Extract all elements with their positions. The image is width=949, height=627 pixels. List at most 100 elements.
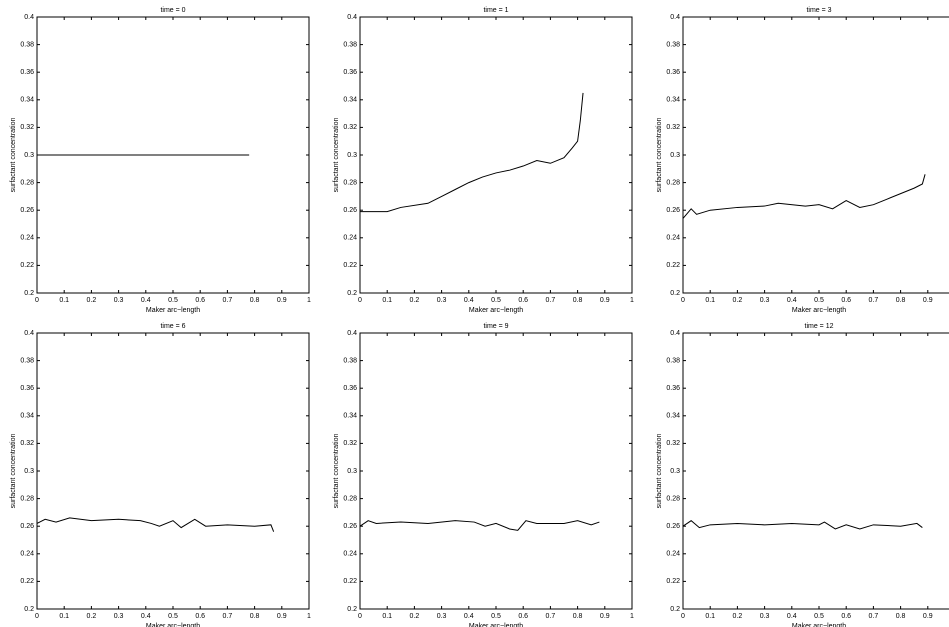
axes-box — [360, 333, 632, 609]
y-tick-label: 0.36 — [666, 69, 680, 76]
x-tick-label: 0.9 — [277, 297, 287, 304]
y-tick-label: 0.4 — [347, 330, 357, 337]
x-axis-label: Maker arc−length — [146, 623, 200, 627]
y-tick-label: 0.4 — [670, 330, 680, 337]
x-tick-label: 0.2 — [87, 297, 97, 304]
x-tick-label: 0.1 — [382, 297, 392, 304]
y-axis-label: surfactant concentration — [10, 118, 17, 193]
x-tick-label: 0.4 — [787, 613, 797, 620]
y-tick-label: 0.4 — [670, 14, 680, 21]
x-tick-label: 0.8 — [250, 613, 260, 620]
y-tick-label: 0.38 — [666, 357, 680, 364]
y-tick-label: 0.22 — [343, 262, 357, 269]
data-line — [360, 521, 599, 531]
x-tick-label: 0.1 — [705, 613, 715, 620]
y-tick-label: 0.32 — [666, 124, 680, 131]
x-tick-label: 1 — [630, 613, 634, 620]
y-tick-label: 0.28 — [343, 179, 357, 186]
x-tick-label: 0 — [358, 297, 362, 304]
y-tick-label: 0.4 — [347, 14, 357, 21]
x-tick-label: 0.3 — [437, 297, 447, 304]
y-tick-label: 0.36 — [20, 385, 34, 392]
y-tick-label: 0.26 — [343, 207, 357, 214]
x-tick-label: 0.2 — [410, 613, 420, 620]
axes-box — [683, 17, 949, 293]
y-tick-label: 0.2 — [347, 606, 357, 613]
y-axis-label: surfactant concentration — [656, 118, 663, 193]
axes-box — [360, 17, 632, 293]
panel-title: time = 9 — [483, 323, 508, 330]
axes-box — [683, 333, 949, 609]
x-tick-label: 0.6 — [841, 613, 851, 620]
y-tick-label: 0.24 — [20, 235, 34, 242]
x-axis-label: Maker arc−length — [792, 623, 846, 627]
x-tick-label: 0 — [358, 613, 362, 620]
x-tick-label: 0.9 — [923, 613, 933, 620]
x-tick-label: 1 — [630, 297, 634, 304]
x-tick-label: 0.3 — [114, 297, 124, 304]
x-tick-label: 0.5 — [168, 297, 178, 304]
x-tick-label: 0.1 — [382, 613, 392, 620]
x-tick-label: 0.4 — [787, 297, 797, 304]
y-tick-label: 0.38 — [20, 41, 34, 48]
y-tick-label: 0.28 — [20, 179, 34, 186]
y-tick-label: 0.32 — [20, 440, 34, 447]
x-tick-label: 0.9 — [277, 613, 287, 620]
x-tick-label: 0.5 — [814, 297, 824, 304]
x-tick-label: 0.8 — [573, 613, 583, 620]
x-tick-label: 0.4 — [141, 297, 151, 304]
page: time = 0Maker arc−lengthsurfactant conce… — [0, 0, 949, 627]
y-tick-label: 0.28 — [343, 495, 357, 502]
y-tick-label: 0.28 — [666, 495, 680, 502]
x-tick-label: 0.8 — [896, 613, 906, 620]
y-tick-label: 0.24 — [343, 235, 357, 242]
y-tick-label: 0.36 — [666, 385, 680, 392]
x-tick-label: 0.6 — [841, 297, 851, 304]
y-tick-label: 0.32 — [343, 124, 357, 131]
y-tick-label: 0.32 — [666, 440, 680, 447]
y-tick-label: 0.26 — [20, 523, 34, 530]
y-axis-label: surfactant concentration — [333, 434, 340, 509]
y-tick-label: 0.38 — [666, 41, 680, 48]
x-tick-label: 0 — [681, 297, 685, 304]
x-tick-label: 0.7 — [223, 297, 233, 304]
x-tick-label: 0.8 — [250, 297, 260, 304]
y-axis-label: surfactant concentration — [333, 118, 340, 193]
y-tick-label: 0.28 — [20, 495, 34, 502]
x-tick-label: 0.2 — [733, 297, 743, 304]
x-tick-label: 0.9 — [923, 297, 933, 304]
y-tick-label: 0.24 — [666, 235, 680, 242]
y-tick-label: 0.34 — [20, 413, 34, 420]
x-tick-label: 0 — [681, 613, 685, 620]
figure: time = 0Maker arc−lengthsurfactant conce… — [0, 0, 949, 627]
x-tick-label: 0.1 — [59, 613, 69, 620]
x-tick-label: 0.3 — [114, 613, 124, 620]
x-tick-label: 0.8 — [573, 297, 583, 304]
x-tick-label: 0.6 — [518, 297, 528, 304]
x-tick-label: 0 — [35, 613, 39, 620]
y-tick-label: 0.24 — [343, 551, 357, 558]
x-tick-label: 0.1 — [59, 297, 69, 304]
x-axis-label: Maker arc−length — [792, 307, 846, 314]
y-tick-label: 0.22 — [343, 578, 357, 585]
y-tick-label: 0.26 — [20, 207, 34, 214]
x-tick-label: 0.5 — [491, 613, 501, 620]
x-tick-label: 1 — [307, 297, 311, 304]
x-tick-label: 0.3 — [760, 613, 770, 620]
y-tick-label: 0.34 — [666, 413, 680, 420]
y-tick-label: 0.36 — [343, 69, 357, 76]
x-tick-label: 0.2 — [733, 613, 743, 620]
y-tick-label: 0.26 — [666, 523, 680, 530]
y-tick-label: 0.3 — [24, 468, 34, 475]
x-tick-label: 0.5 — [168, 613, 178, 620]
axes-box — [37, 333, 309, 609]
x-tick-label: 0.4 — [464, 297, 474, 304]
x-tick-label: 0.3 — [437, 613, 447, 620]
y-tick-label: 0.22 — [666, 262, 680, 269]
x-tick-label: 0.2 — [87, 613, 97, 620]
